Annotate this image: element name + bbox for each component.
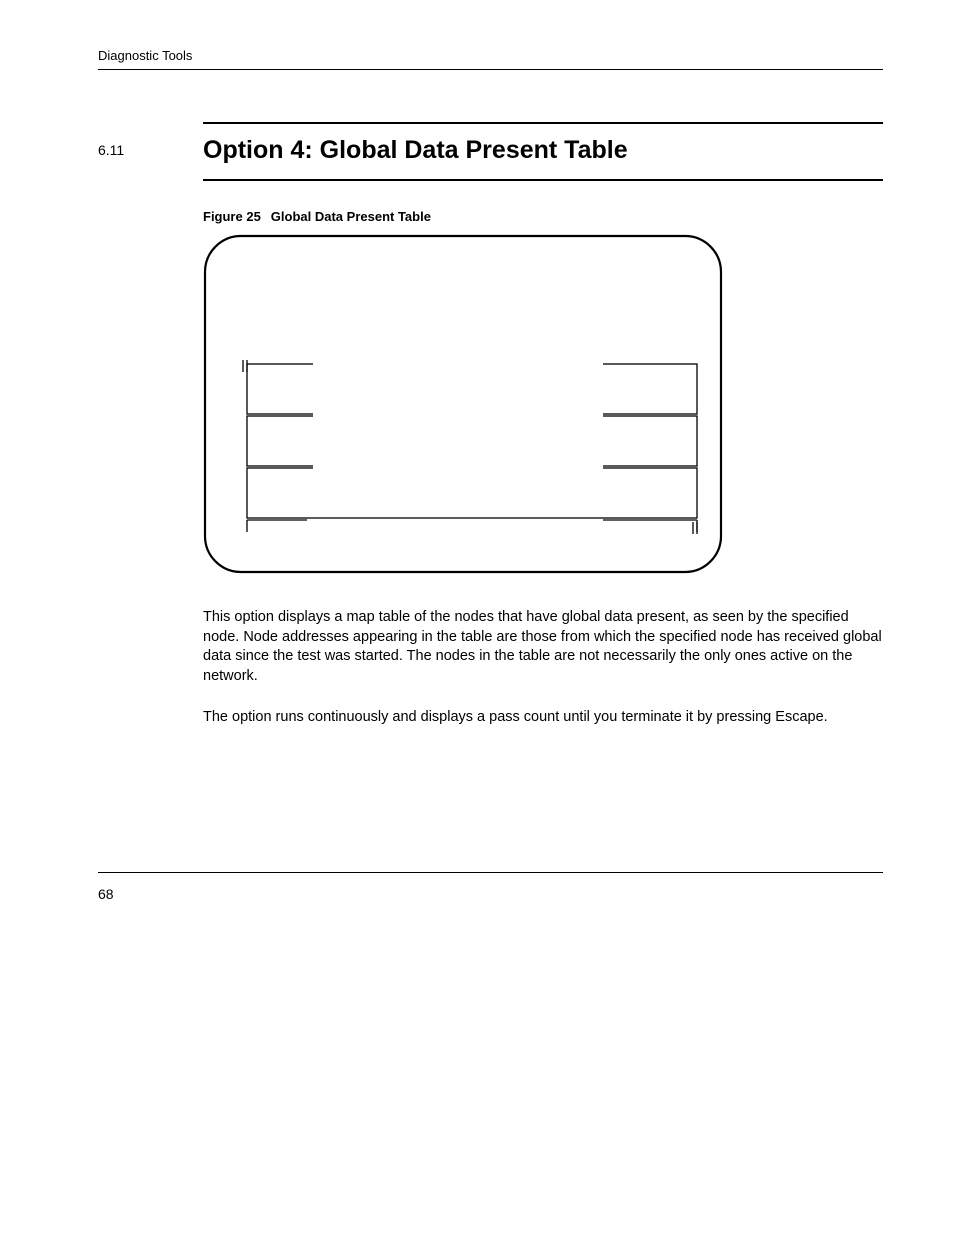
section-number-text: 6.11: [98, 142, 124, 158]
section-title-block: Option 4: Global Data Present Table: [203, 122, 883, 181]
main-column: Option 4: Global Data Present Table Figu…: [203, 122, 883, 728]
body-paragraph-1: This option displays a map table of the …: [203, 608, 883, 686]
footer-rule: [98, 872, 883, 873]
page: Diagnostic Tools 6.11 Option 4: Global D…: [98, 48, 883, 728]
section-number: 6.11: [98, 122, 203, 728]
content-row: 6.11 Option 4: Global Data Present Table…: [98, 122, 883, 728]
running-header: Diagnostic Tools: [98, 48, 883, 70]
figure-caption: Figure 25 Global Data Present Table: [203, 209, 883, 224]
running-title-text: Diagnostic Tools: [98, 48, 192, 63]
figure-box: [203, 234, 723, 574]
figure-outer-rect: [205, 236, 721, 572]
figure-label: Figure 25: [203, 209, 261, 224]
body-paragraph-2: The option runs continuously and display…: [203, 708, 883, 728]
page-number: 68: [98, 886, 114, 902]
figure-caption-text: Global Data Present Table: [271, 209, 431, 224]
figure-svg: [203, 234, 723, 574]
section-title: Option 4: Global Data Present Table: [203, 136, 883, 165]
